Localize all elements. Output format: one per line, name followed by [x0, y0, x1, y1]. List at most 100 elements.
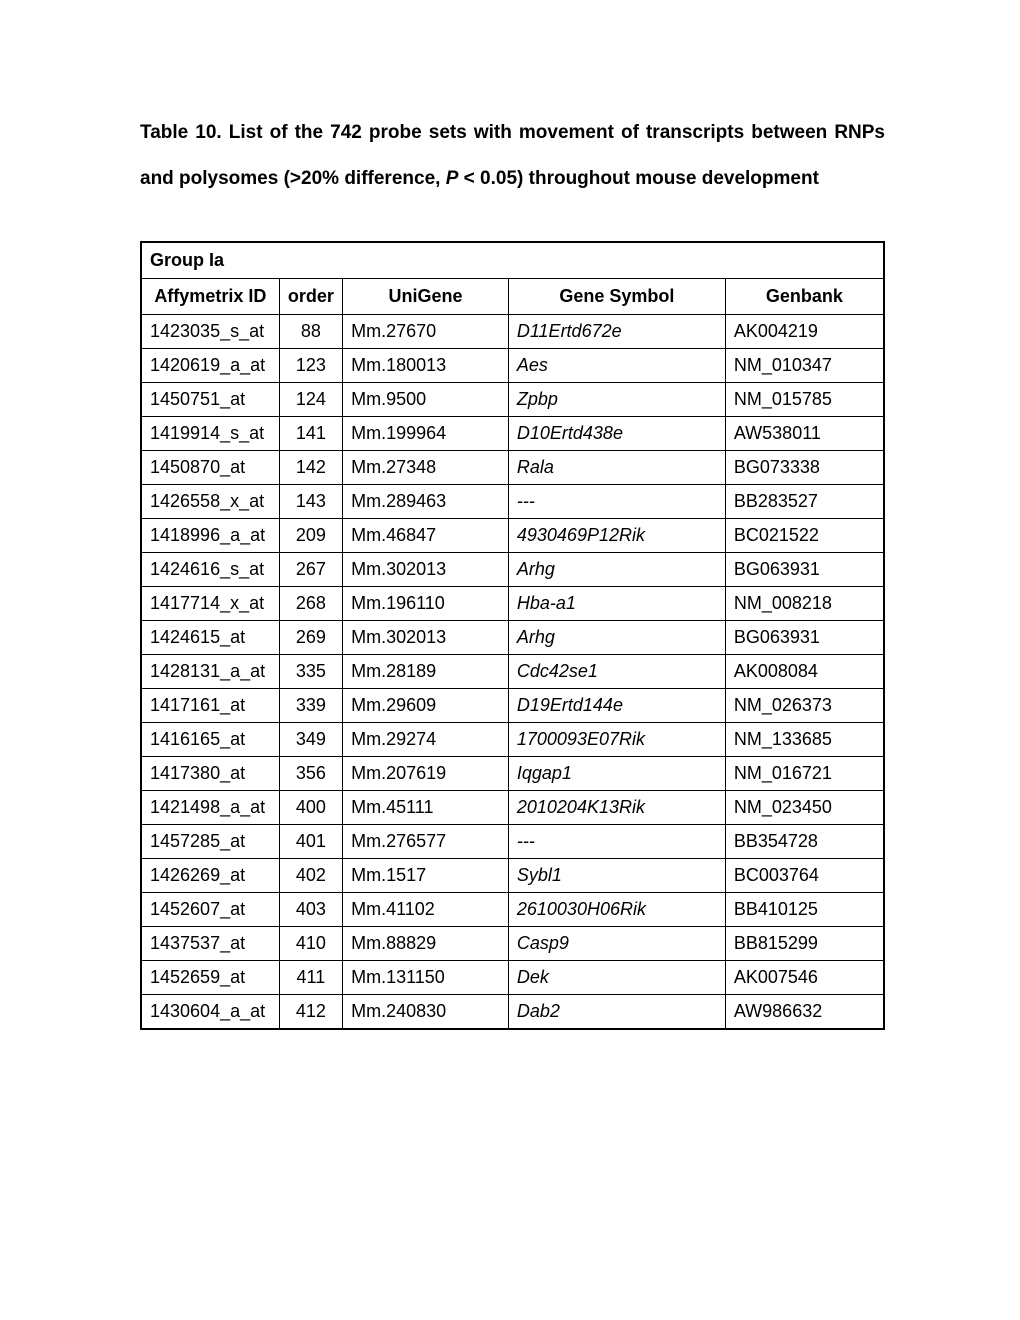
cell-affymetrix: 1457285_at	[141, 825, 279, 859]
cell-order: 403	[279, 893, 342, 927]
cell-gene-symbol: Hba-a1	[508, 587, 725, 621]
cell-order: 349	[279, 723, 342, 757]
cell-gene-symbol: Zpbp	[508, 383, 725, 417]
cell-genbank: BB410125	[725, 893, 884, 927]
cell-affymetrix: 1426558_x_at	[141, 485, 279, 519]
cell-genbank: NM_008218	[725, 587, 884, 621]
cell-affymetrix: 1452607_at	[141, 893, 279, 927]
cell-gene-symbol: D10Ertd438e	[508, 417, 725, 451]
cell-unigene: Mm.28189	[343, 655, 509, 689]
cell-affymetrix: 1426269_at	[141, 859, 279, 893]
cell-affymetrix: 1416165_at	[141, 723, 279, 757]
cell-genbank: NM_010347	[725, 349, 884, 383]
cell-order: 142	[279, 451, 342, 485]
cell-affymetrix: 1437537_at	[141, 927, 279, 961]
cell-genbank: AW538011	[725, 417, 884, 451]
cell-order: 400	[279, 791, 342, 825]
cell-gene-symbol: Arhg	[508, 621, 725, 655]
cell-order: 123	[279, 349, 342, 383]
cell-affymetrix: 1452659_at	[141, 961, 279, 995]
cell-unigene: Mm.180013	[343, 349, 509, 383]
cell-affymetrix: 1424616_s_at	[141, 553, 279, 587]
cell-genbank: NM_016721	[725, 757, 884, 791]
header-order: order	[279, 279, 342, 315]
cell-gene-symbol: Casp9	[508, 927, 725, 961]
cell-affymetrix: 1423035_s_at	[141, 315, 279, 349]
cell-genbank: BG073338	[725, 451, 884, 485]
cell-unigene: Mm.46847	[343, 519, 509, 553]
table-row: 1417714_x_at268Mm.196110Hba-a1NM_008218	[141, 587, 884, 621]
cell-affymetrix: 1450870_at	[141, 451, 279, 485]
cell-unigene: Mm.29274	[343, 723, 509, 757]
cell-order: 124	[279, 383, 342, 417]
cell-affymetrix: 1418996_a_at	[141, 519, 279, 553]
cell-gene-symbol: 2610030H06Rik	[508, 893, 725, 927]
cell-gene-symbol: ---	[508, 825, 725, 859]
table-row: 1450870_at142Mm.27348RalaBG073338	[141, 451, 884, 485]
table-row: 1424615_at269Mm.302013ArhgBG063931	[141, 621, 884, 655]
cell-order: 402	[279, 859, 342, 893]
cell-affymetrix: 1417380_at	[141, 757, 279, 791]
cell-unigene: Mm.131150	[343, 961, 509, 995]
cell-genbank: NM_133685	[725, 723, 884, 757]
data-table: Group Ia Affymetrix ID order UniGene Gen…	[140, 241, 885, 1030]
cell-genbank: BC003764	[725, 859, 884, 893]
table-row: 1428131_a_at335Mm.28189Cdc42se1AK008084	[141, 655, 884, 689]
cell-genbank: BG063931	[725, 621, 884, 655]
cell-genbank: NM_015785	[725, 383, 884, 417]
table-row: 1426269_at402Mm.1517Sybl1BC003764	[141, 859, 884, 893]
cell-gene-symbol: D19Ertd144e	[508, 689, 725, 723]
table-row: 1424616_s_at267Mm.302013ArhgBG063931	[141, 553, 884, 587]
table-row: 1418996_a_at209Mm.468474930469P12RikBC02…	[141, 519, 884, 553]
title-part2: < 0.05) throughout mouse development	[458, 168, 819, 189]
group-header-row: Group Ia	[141, 242, 884, 279]
table-row: 1419914_s_at141Mm.199964D10Ertd438eAW538…	[141, 417, 884, 451]
table-row: 1416165_at349Mm.292741700093E07RikNM_133…	[141, 723, 884, 757]
cell-unigene: Mm.88829	[343, 927, 509, 961]
cell-affymetrix: 1417714_x_at	[141, 587, 279, 621]
cell-unigene: Mm.29609	[343, 689, 509, 723]
table-row: 1423035_s_at88Mm.27670D11Ertd672eAK00421…	[141, 315, 884, 349]
cell-genbank: AK004219	[725, 315, 884, 349]
cell-affymetrix: 1430604_a_at	[141, 995, 279, 1030]
table-row: 1426558_x_at143Mm.289463---BB283527	[141, 485, 884, 519]
cell-affymetrix: 1450751_at	[141, 383, 279, 417]
table-row: 1421498_a_at400Mm.451112010204K13RikNM_0…	[141, 791, 884, 825]
cell-unigene: Mm.289463	[343, 485, 509, 519]
cell-genbank: BB354728	[725, 825, 884, 859]
cell-order: 268	[279, 587, 342, 621]
cell-unigene: Mm.45111	[343, 791, 509, 825]
header-gene-symbol: Gene Symbol	[508, 279, 725, 315]
table-row: 1430604_a_at412Mm.240830Dab2AW986632	[141, 995, 884, 1030]
cell-genbank: AW986632	[725, 995, 884, 1030]
cell-order: 412	[279, 995, 342, 1030]
cell-unigene: Mm.27348	[343, 451, 509, 485]
cell-affymetrix: 1421498_a_at	[141, 791, 279, 825]
cell-unigene: Mm.276577	[343, 825, 509, 859]
table-row: 1452607_at403Mm.411022610030H06RikBB4101…	[141, 893, 884, 927]
cell-gene-symbol: Aes	[508, 349, 725, 383]
cell-genbank: BC021522	[725, 519, 884, 553]
cell-order: 401	[279, 825, 342, 859]
cell-gene-symbol: Sybl1	[508, 859, 725, 893]
cell-gene-symbol: 1700093E07Rik	[508, 723, 725, 757]
table-row: 1417380_at356Mm.207619Iqgap1NM_016721	[141, 757, 884, 791]
header-unigene: UniGene	[343, 279, 509, 315]
cell-genbank: AK007546	[725, 961, 884, 995]
cell-unigene: Mm.27670	[343, 315, 509, 349]
cell-gene-symbol: Dek	[508, 961, 725, 995]
cell-order: 141	[279, 417, 342, 451]
cell-unigene: Mm.302013	[343, 553, 509, 587]
cell-genbank: NM_026373	[725, 689, 884, 723]
cell-affymetrix: 1419914_s_at	[141, 417, 279, 451]
table-row: 1452659_at411Mm.131150DekAK007546	[141, 961, 884, 995]
cell-affymetrix: 1428131_a_at	[141, 655, 279, 689]
cell-order: 269	[279, 621, 342, 655]
cell-order: 209	[279, 519, 342, 553]
column-header-row: Affymetrix ID order UniGene Gene Symbol …	[141, 279, 884, 315]
cell-order: 267	[279, 553, 342, 587]
cell-order: 339	[279, 689, 342, 723]
cell-gene-symbol: 4930469P12Rik	[508, 519, 725, 553]
cell-genbank: BB283527	[725, 485, 884, 519]
cell-unigene: Mm.1517	[343, 859, 509, 893]
